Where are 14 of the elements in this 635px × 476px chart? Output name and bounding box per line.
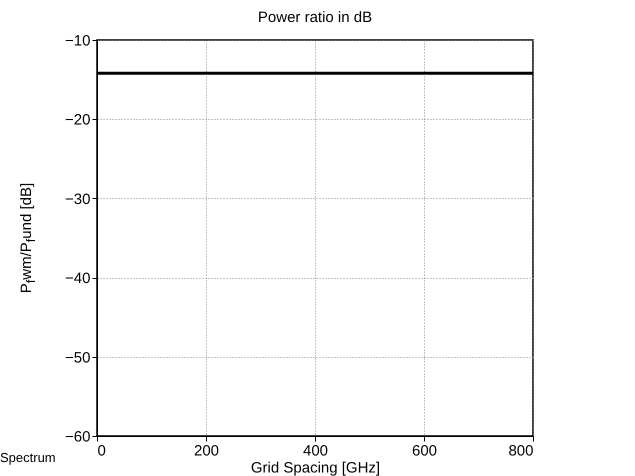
text: Spectrum	[0, 450, 56, 465]
x-axis-title: Grid Spacing [GHz]	[250, 460, 380, 476]
y-tick-label: −30	[65, 190, 90, 208]
x-tick-label: 800	[508, 442, 534, 460]
y-tick-label: −40	[65, 270, 90, 288]
x-tick-label: 0	[98, 442, 106, 460]
y-tick-label: −60	[65, 428, 90, 446]
chart-title: Power ratio in dB	[258, 9, 372, 26]
x-tick-label: 400	[302, 442, 328, 460]
x-tick-label: 600	[412, 442, 438, 460]
y-tick-label: −10	[65, 32, 90, 50]
y-tick-label: −20	[65, 112, 90, 129]
x-tick-label: 200	[194, 442, 220, 460]
y-tick-label: −50	[65, 349, 90, 366]
